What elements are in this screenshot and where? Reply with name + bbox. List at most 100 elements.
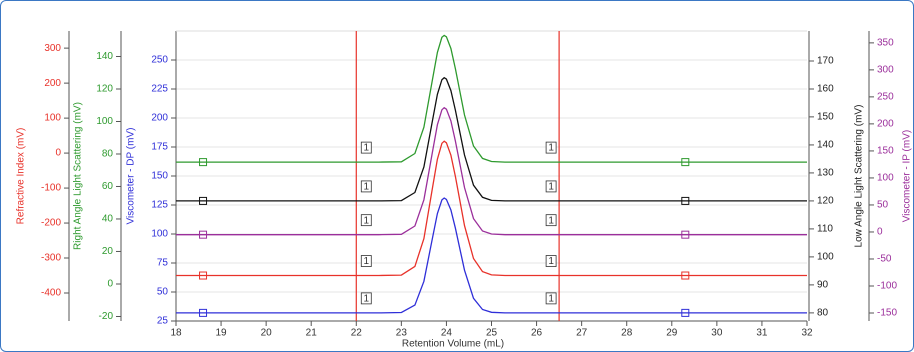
y-tick-label: 80 (102, 149, 114, 160)
y-tick-label: 350 (877, 38, 894, 49)
flag-label: 1 (548, 294, 554, 305)
y-tick-label: -300 (41, 253, 61, 264)
baseline-marker (199, 308, 208, 317)
x-tick-label: 30 (711, 328, 723, 339)
y-tick-label: 175 (151, 142, 168, 153)
y-tick-label: 160 (817, 84, 834, 95)
baseline-marker (199, 230, 208, 239)
y-tick-label: 120 (817, 196, 834, 207)
y-tick-label: 100 (151, 229, 168, 240)
flag-label: 1 (548, 143, 554, 154)
x-tick-label: 26 (531, 328, 543, 339)
x-tick-label: 29 (666, 328, 678, 339)
flag-label: 1 (364, 182, 370, 193)
y-tick-label: -400 (41, 288, 61, 299)
y-tick-label: 130 (817, 168, 834, 179)
baseline-marker (681, 271, 690, 280)
baseline-marker (681, 158, 690, 167)
x-tick-label: 22 (351, 328, 363, 339)
flag-box (360, 214, 372, 227)
y-axis-title: Viscometer - DP (mV) (126, 128, 137, 225)
baseline-marker (681, 196, 690, 205)
y-tick-label: 100 (817, 252, 834, 263)
flag-box (545, 292, 557, 305)
y-tick-label: 50 (157, 287, 169, 298)
trace (176, 106, 807, 236)
trace (176, 197, 807, 314)
baseline-marker (199, 158, 208, 167)
y-tick-label: 0 (107, 279, 113, 290)
y-tick-label: 110 (817, 224, 833, 235)
y-tick-label: 100 (877, 173, 894, 184)
y-tick-label: 0 (877, 227, 883, 238)
x-tick-label: 23 (396, 328, 408, 339)
flag-label: 1 (548, 256, 554, 267)
y-tick-label: 300 (44, 43, 61, 54)
y-tick-label: 100 (44, 113, 61, 124)
x-tick-label: 25 (486, 328, 498, 339)
flag-box (545, 141, 557, 154)
flag-box (545, 214, 557, 227)
y-tick-label: 200 (44, 78, 61, 89)
x-tick-label: 20 (261, 328, 273, 339)
y-tick-label: 75 (157, 258, 169, 269)
flag-box (360, 141, 372, 154)
y-tick-label: 120 (96, 84, 113, 95)
trace (176, 76, 807, 202)
y-tick-label: 150 (817, 112, 834, 123)
baseline-marker (681, 230, 690, 239)
y-tick-label: 140 (817, 140, 834, 151)
trace (176, 140, 807, 277)
x-tick-label: 21 (306, 328, 318, 339)
y-tick-label: 140 (96, 51, 113, 62)
y-tick-label: -100 (41, 183, 61, 194)
y-tick-label: 20 (102, 246, 114, 257)
x-tick-label: 28 (621, 328, 633, 339)
y-tick-label: 40 (102, 214, 114, 225)
y-tick-label: -50 (877, 254, 892, 265)
x-tick-label: 32 (801, 328, 813, 339)
flag-label: 1 (548, 182, 554, 193)
flag-label: 1 (364, 215, 370, 226)
y-axis-title: Low Angle Light Scattering (mV) (854, 105, 865, 248)
y-tick-label: 250 (877, 92, 894, 103)
flag-label: 1 (364, 294, 370, 305)
y-tick-label: 80 (817, 308, 829, 319)
y-tick-label: 200 (151, 113, 168, 124)
y-tick-label: -20 (99, 311, 114, 322)
y-tick-label: 150 (151, 171, 168, 182)
y-tick-label: 225 (151, 84, 168, 95)
flag-box (360, 180, 372, 193)
x-tick-label: 31 (756, 328, 768, 339)
y-tick-label: 170 (817, 56, 834, 67)
x-tick-label: 18 (170, 328, 182, 339)
y-tick-label: -100 (877, 281, 897, 292)
x-tick-label: 24 (441, 328, 453, 339)
y-tick-label: 200 (877, 119, 894, 130)
y-tick-label: 0 (55, 148, 61, 159)
flag-label: 1 (364, 256, 370, 267)
y-tick-label: 60 (102, 181, 114, 192)
y-axis-title: Viscometer - IP (mV) (902, 130, 913, 222)
y-tick-label: 300 (877, 65, 894, 76)
flag-label: 1 (364, 143, 370, 154)
y-tick-label: -150 (877, 308, 897, 319)
y-tick-label: 100 (96, 116, 113, 127)
y-tick-label: 90 (817, 280, 829, 291)
y-axis-title: Refractive Index (mV) (16, 128, 27, 225)
y-tick-label: 125 (151, 200, 168, 211)
x-tick-label: 19 (216, 328, 228, 339)
y-tick-label: 250 (151, 55, 168, 66)
y-tick-label: 150 (877, 146, 894, 157)
y-tick-label: 50 (877, 200, 889, 211)
flag-box (360, 255, 372, 267)
y-tick-label: -200 (41, 218, 61, 229)
y-axis-title: Right Angle Light Scattering (mV) (73, 102, 84, 250)
x-tick-label: 27 (576, 328, 588, 339)
flag-box (545, 180, 557, 193)
baseline-marker (199, 196, 208, 205)
x-axis-title: Retention Volume (mL) (402, 339, 504, 350)
y-tick-label: 25 (157, 316, 169, 327)
